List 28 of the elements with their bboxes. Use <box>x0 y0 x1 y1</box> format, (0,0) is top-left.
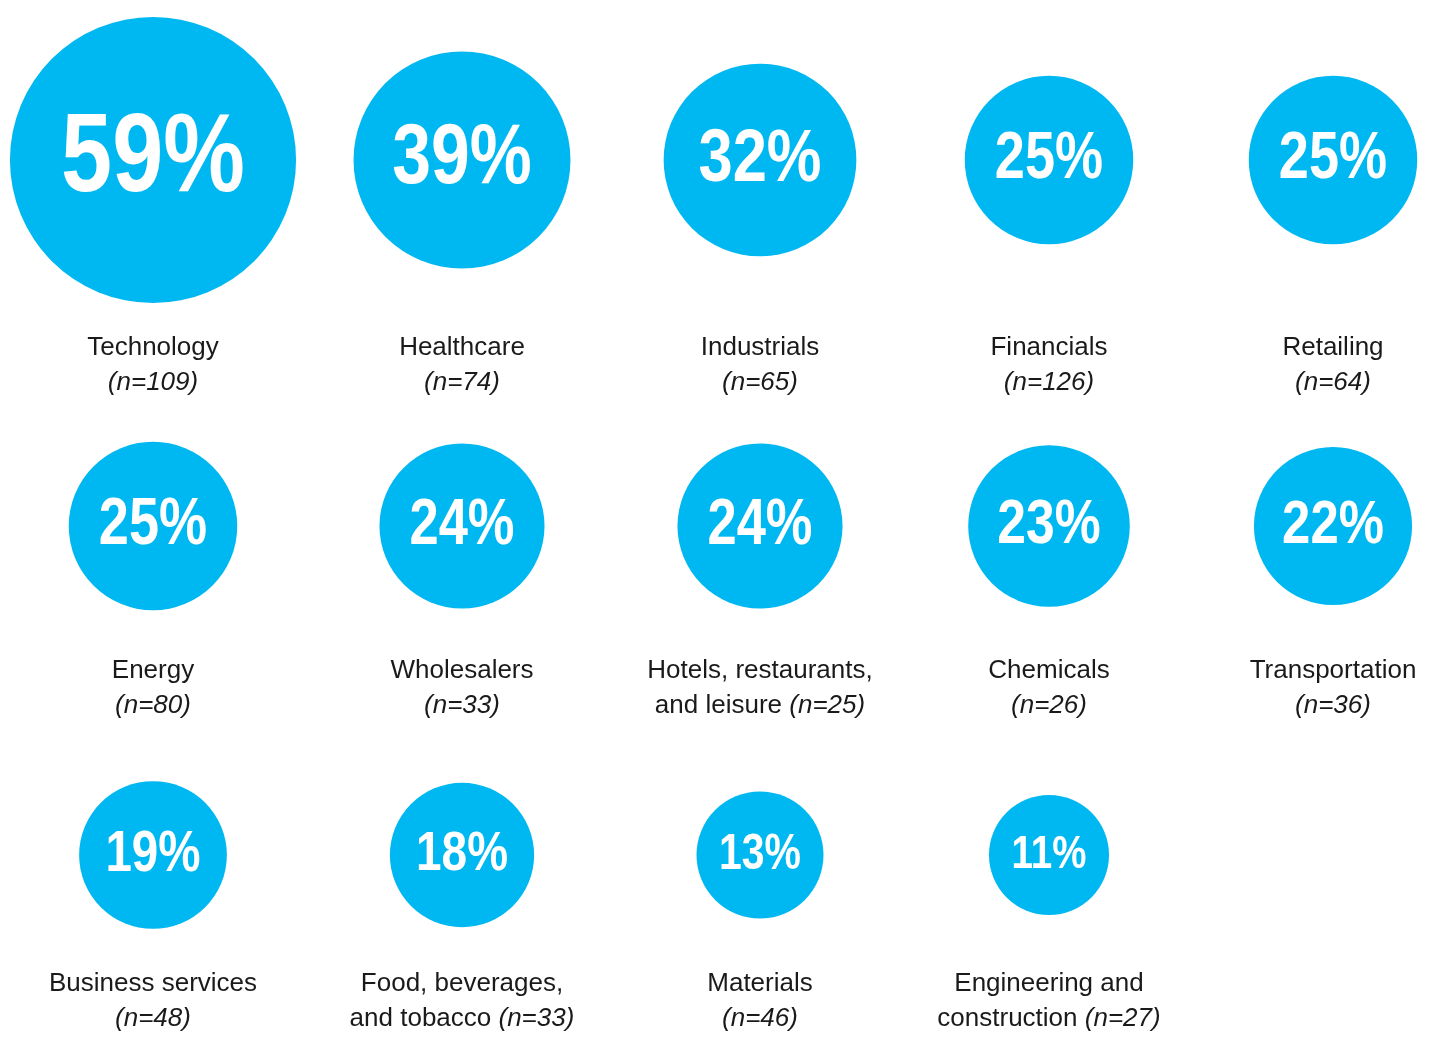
category-label: Transportation (n=36) <box>1249 654 1417 720</box>
data-label: 23% <box>997 486 1101 557</box>
category-label: Healthcare (n=74) <box>399 331 525 397</box>
category-label: Energy (n=80) <box>111 654 195 720</box>
data-label: 39% <box>392 106 532 201</box>
data-label: 32% <box>698 112 822 198</box>
data-label: 13% <box>718 823 802 880</box>
data-label: 24% <box>707 485 813 557</box>
data-label: 25% <box>994 118 1104 193</box>
category-label: Industrials (n=65) <box>700 331 820 397</box>
category-label: Financials (n=126) <box>990 331 1108 397</box>
category-label: Engineering and construction (n=27) <box>937 967 1161 1033</box>
data-label: 22% <box>1282 487 1384 557</box>
category-label: Business services (n=48) <box>48 967 258 1033</box>
data-label: 19% <box>105 818 201 884</box>
category-label: Technology (n=109) <box>87 331 219 397</box>
category-label: Retailing (n=64) <box>1282 331 1384 397</box>
data-label: 25% <box>98 484 208 559</box>
category-label: Hotels, restaurants, and leisure (n=25) <box>647 654 873 720</box>
data-label: 59% <box>61 89 245 215</box>
data-label: 11% <box>1011 825 1087 878</box>
category-label: Chemicals (n=26) <box>988 654 1110 720</box>
category-label: Materials (n=46) <box>707 967 813 1033</box>
category-label: Wholesalers (n=33) <box>390 654 534 720</box>
data-label: 25% <box>1278 118 1388 193</box>
data-label: 18% <box>416 820 508 883</box>
data-label: 24% <box>409 485 515 557</box>
category-label: Food, beverages, and tobacco (n=33) <box>349 967 575 1033</box>
